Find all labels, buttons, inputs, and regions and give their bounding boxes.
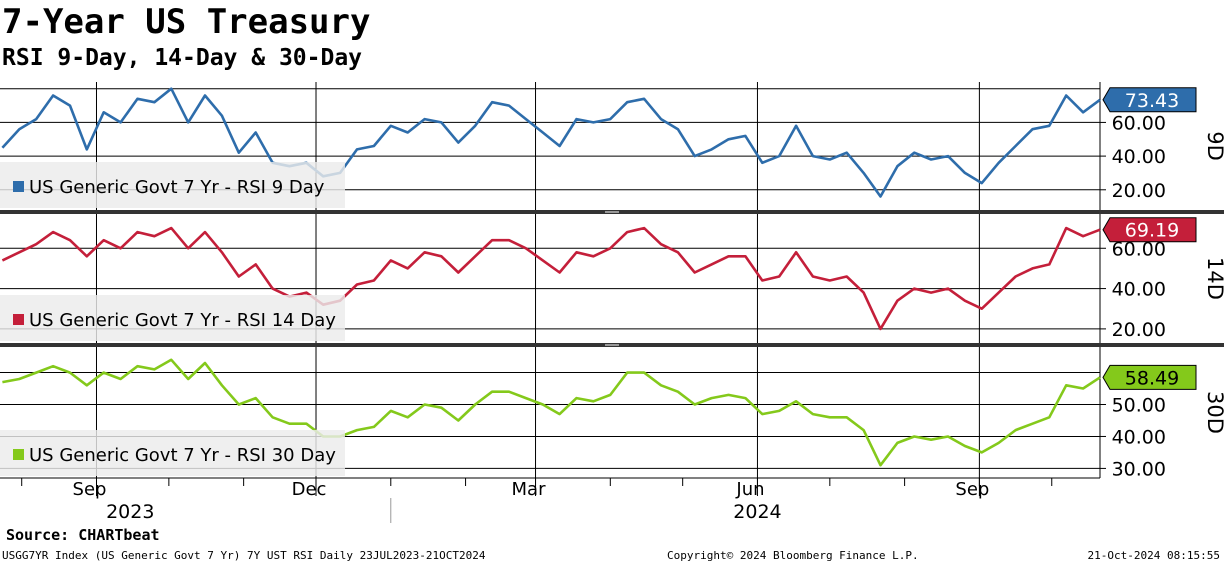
panel-9d: 20.00 40.00 60.00 US Generic Govt 7 Yr - RS… (0, 82, 1224, 210)
panel-label-30d: 30D (1203, 391, 1224, 434)
legend-label-30d: US Generic Govt 7 Yr - RSI 30 Day (29, 445, 336, 466)
x-tick-label-2: Mar (512, 479, 547, 500)
legend-swatch-9d (13, 181, 24, 192)
last-value-label-9d: 73.43 (1125, 90, 1179, 112)
panel-14d: 20.00 40.00 60.00 US Generic Govt 7 Yr - RS… (0, 214, 1224, 343)
last-value-tag-9d (1102, 87, 1197, 113)
source-note: Source: CHARTbeat (6, 526, 160, 544)
footer-index-info: USGG7YR Index (US Generic Govt 7 Yr) 7Y … (2, 549, 486, 562)
last-value-label-14d: 69.19 (1125, 220, 1179, 242)
panel-separator-handle-1 (605, 344, 619, 346)
panel-30d-tick-label-0: 30.00 (1112, 458, 1166, 480)
panel-30d-tick-label-2: 50.00 (1112, 395, 1166, 417)
panel-14d-tick-label-1: 40.00 (1112, 279, 1166, 301)
panel-9d-tick-label-1: 40.00 (1112, 146, 1166, 168)
legend-box-9d (0, 162, 345, 208)
panel-14d-tick-label-2: 60.00 (1112, 238, 1166, 260)
panel-14d-tick-label-0: 20.00 (1112, 319, 1166, 341)
panel-separator-handle-0 (605, 211, 619, 213)
last-value-tag-14d (1102, 217, 1197, 243)
legend-label-9d: US Generic Govt 7 Yr - RSI 9 Day (29, 177, 325, 198)
series-line-30d (2, 358, 1101, 467)
panel-9d-tick-label-2: 60.00 (1112, 112, 1166, 134)
panel-30d: 30.00 40.00 50.00 US Generic Govt 7 Yr - RS… (0, 347, 1224, 480)
x-tick-label-4: Sep (955, 479, 989, 500)
x-tick-label-3: Jun (735, 479, 764, 500)
legend-swatch-30d (13, 449, 24, 460)
year-label-1: 2024 (733, 501, 781, 523)
panel-label-14d: 14D (1203, 257, 1224, 300)
legend-box-30d (0, 430, 345, 476)
last-value-label-30d: 58.49 (1125, 367, 1179, 389)
x-tick-label-1: Dec (292, 479, 327, 500)
series-line-9d (1, 87, 1101, 198)
footer-copyright: Copyright© 2024 Bloomberg Finance L.P. (667, 549, 919, 562)
legend-label-14d: US Generic Govt 7 Yr - RSI 14 Day (29, 310, 336, 331)
last-value-tag-30d (1102, 364, 1197, 390)
chart-subtitle: RSI 9-Day, 14-Day & 30-Day (2, 45, 363, 71)
chart-title: 7-Year US Treasury (2, 2, 371, 42)
legend-swatch-14d (13, 314, 24, 325)
footer-timestamp: 21-Oct-2024 08:15:55 (1087, 549, 1220, 562)
series-line-14d (1, 226, 1101, 331)
x-tick-label-0: Sep (73, 479, 107, 500)
panel-9d-tick-label-0: 20.00 (1112, 180, 1166, 202)
panel-30d-tick-label-1: 40.00 (1112, 426, 1166, 448)
year-label-0: 2023 (106, 501, 154, 523)
legend-box-14d (0, 295, 345, 341)
panel-label-9d: 9D (1203, 131, 1224, 161)
